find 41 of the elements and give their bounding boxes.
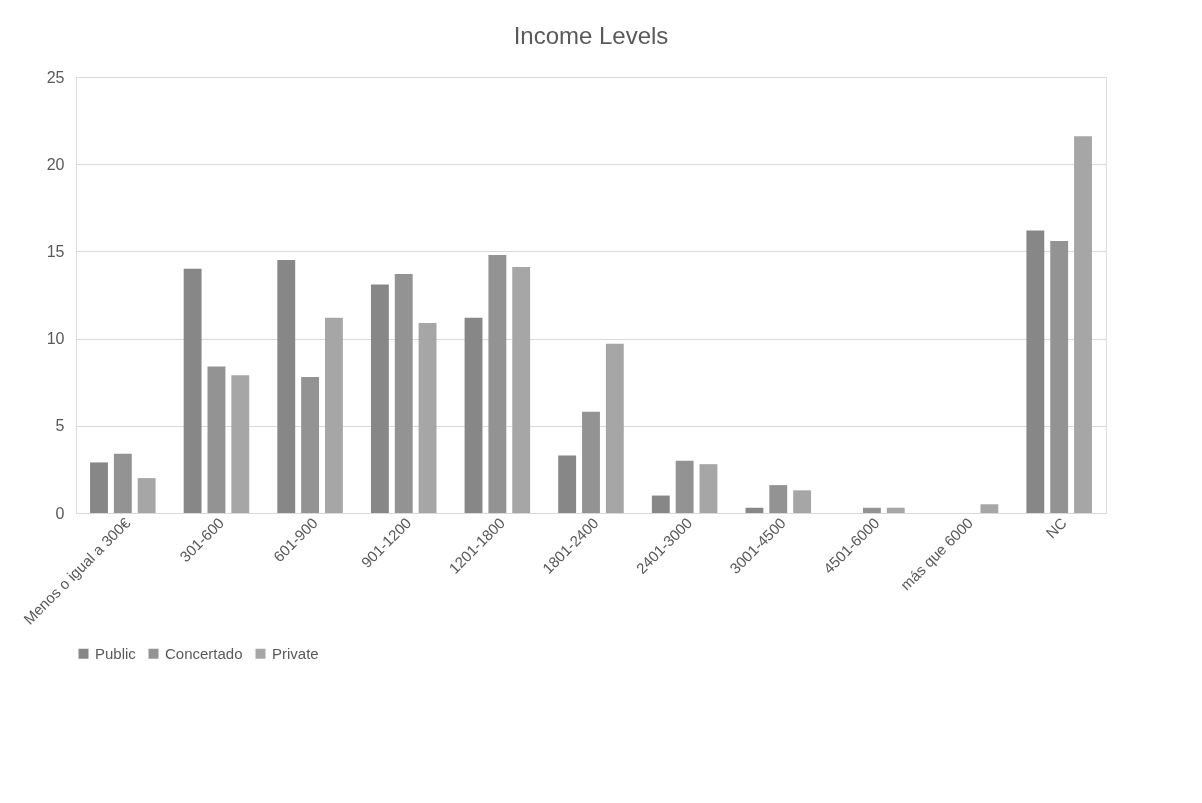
bar: [301, 376, 320, 513]
legend-label: Private: [272, 644, 319, 662]
bar: [605, 343, 624, 513]
bar: [675, 460, 694, 513]
y-tick-label: 25: [46, 68, 65, 86]
bar: [1074, 136, 1092, 513]
bar: [394, 274, 413, 513]
bar: [183, 268, 202, 513]
bar: [207, 366, 226, 513]
bar: [769, 485, 788, 513]
bar: [418, 322, 437, 513]
y-tick-label: 20: [46, 155, 65, 173]
y-tick-label: 10: [46, 330, 65, 348]
bar: [231, 375, 250, 513]
bar: [651, 495, 670, 513]
bar: [1026, 230, 1045, 513]
bar: [277, 260, 296, 513]
legend-label: Public: [95, 644, 137, 662]
bar: [862, 507, 881, 513]
bar: [699, 464, 718, 513]
bar: [488, 254, 507, 513]
chart-title: Income Levels: [513, 22, 669, 49]
bar: [324, 317, 343, 513]
bar: [558, 455, 577, 513]
bar: [1050, 240, 1069, 513]
y-tick-label: 15: [46, 242, 65, 260]
bar: [886, 507, 905, 513]
bar: [464, 317, 483, 513]
bar: [370, 284, 389, 513]
bar: [90, 462, 108, 513]
bar: [582, 411, 600, 513]
y-tick-label: 0: [55, 504, 65, 522]
bar: [512, 267, 531, 513]
x-tick-label: NC: [1042, 513, 1070, 542]
legend-label: Concertado: [165, 644, 243, 662]
bar: [745, 507, 764, 513]
bar: [137, 478, 156, 513]
bar: [113, 453, 132, 513]
bar: [980, 504, 999, 513]
y-tick-label: 5: [55, 417, 65, 435]
bar: [793, 490, 812, 513]
